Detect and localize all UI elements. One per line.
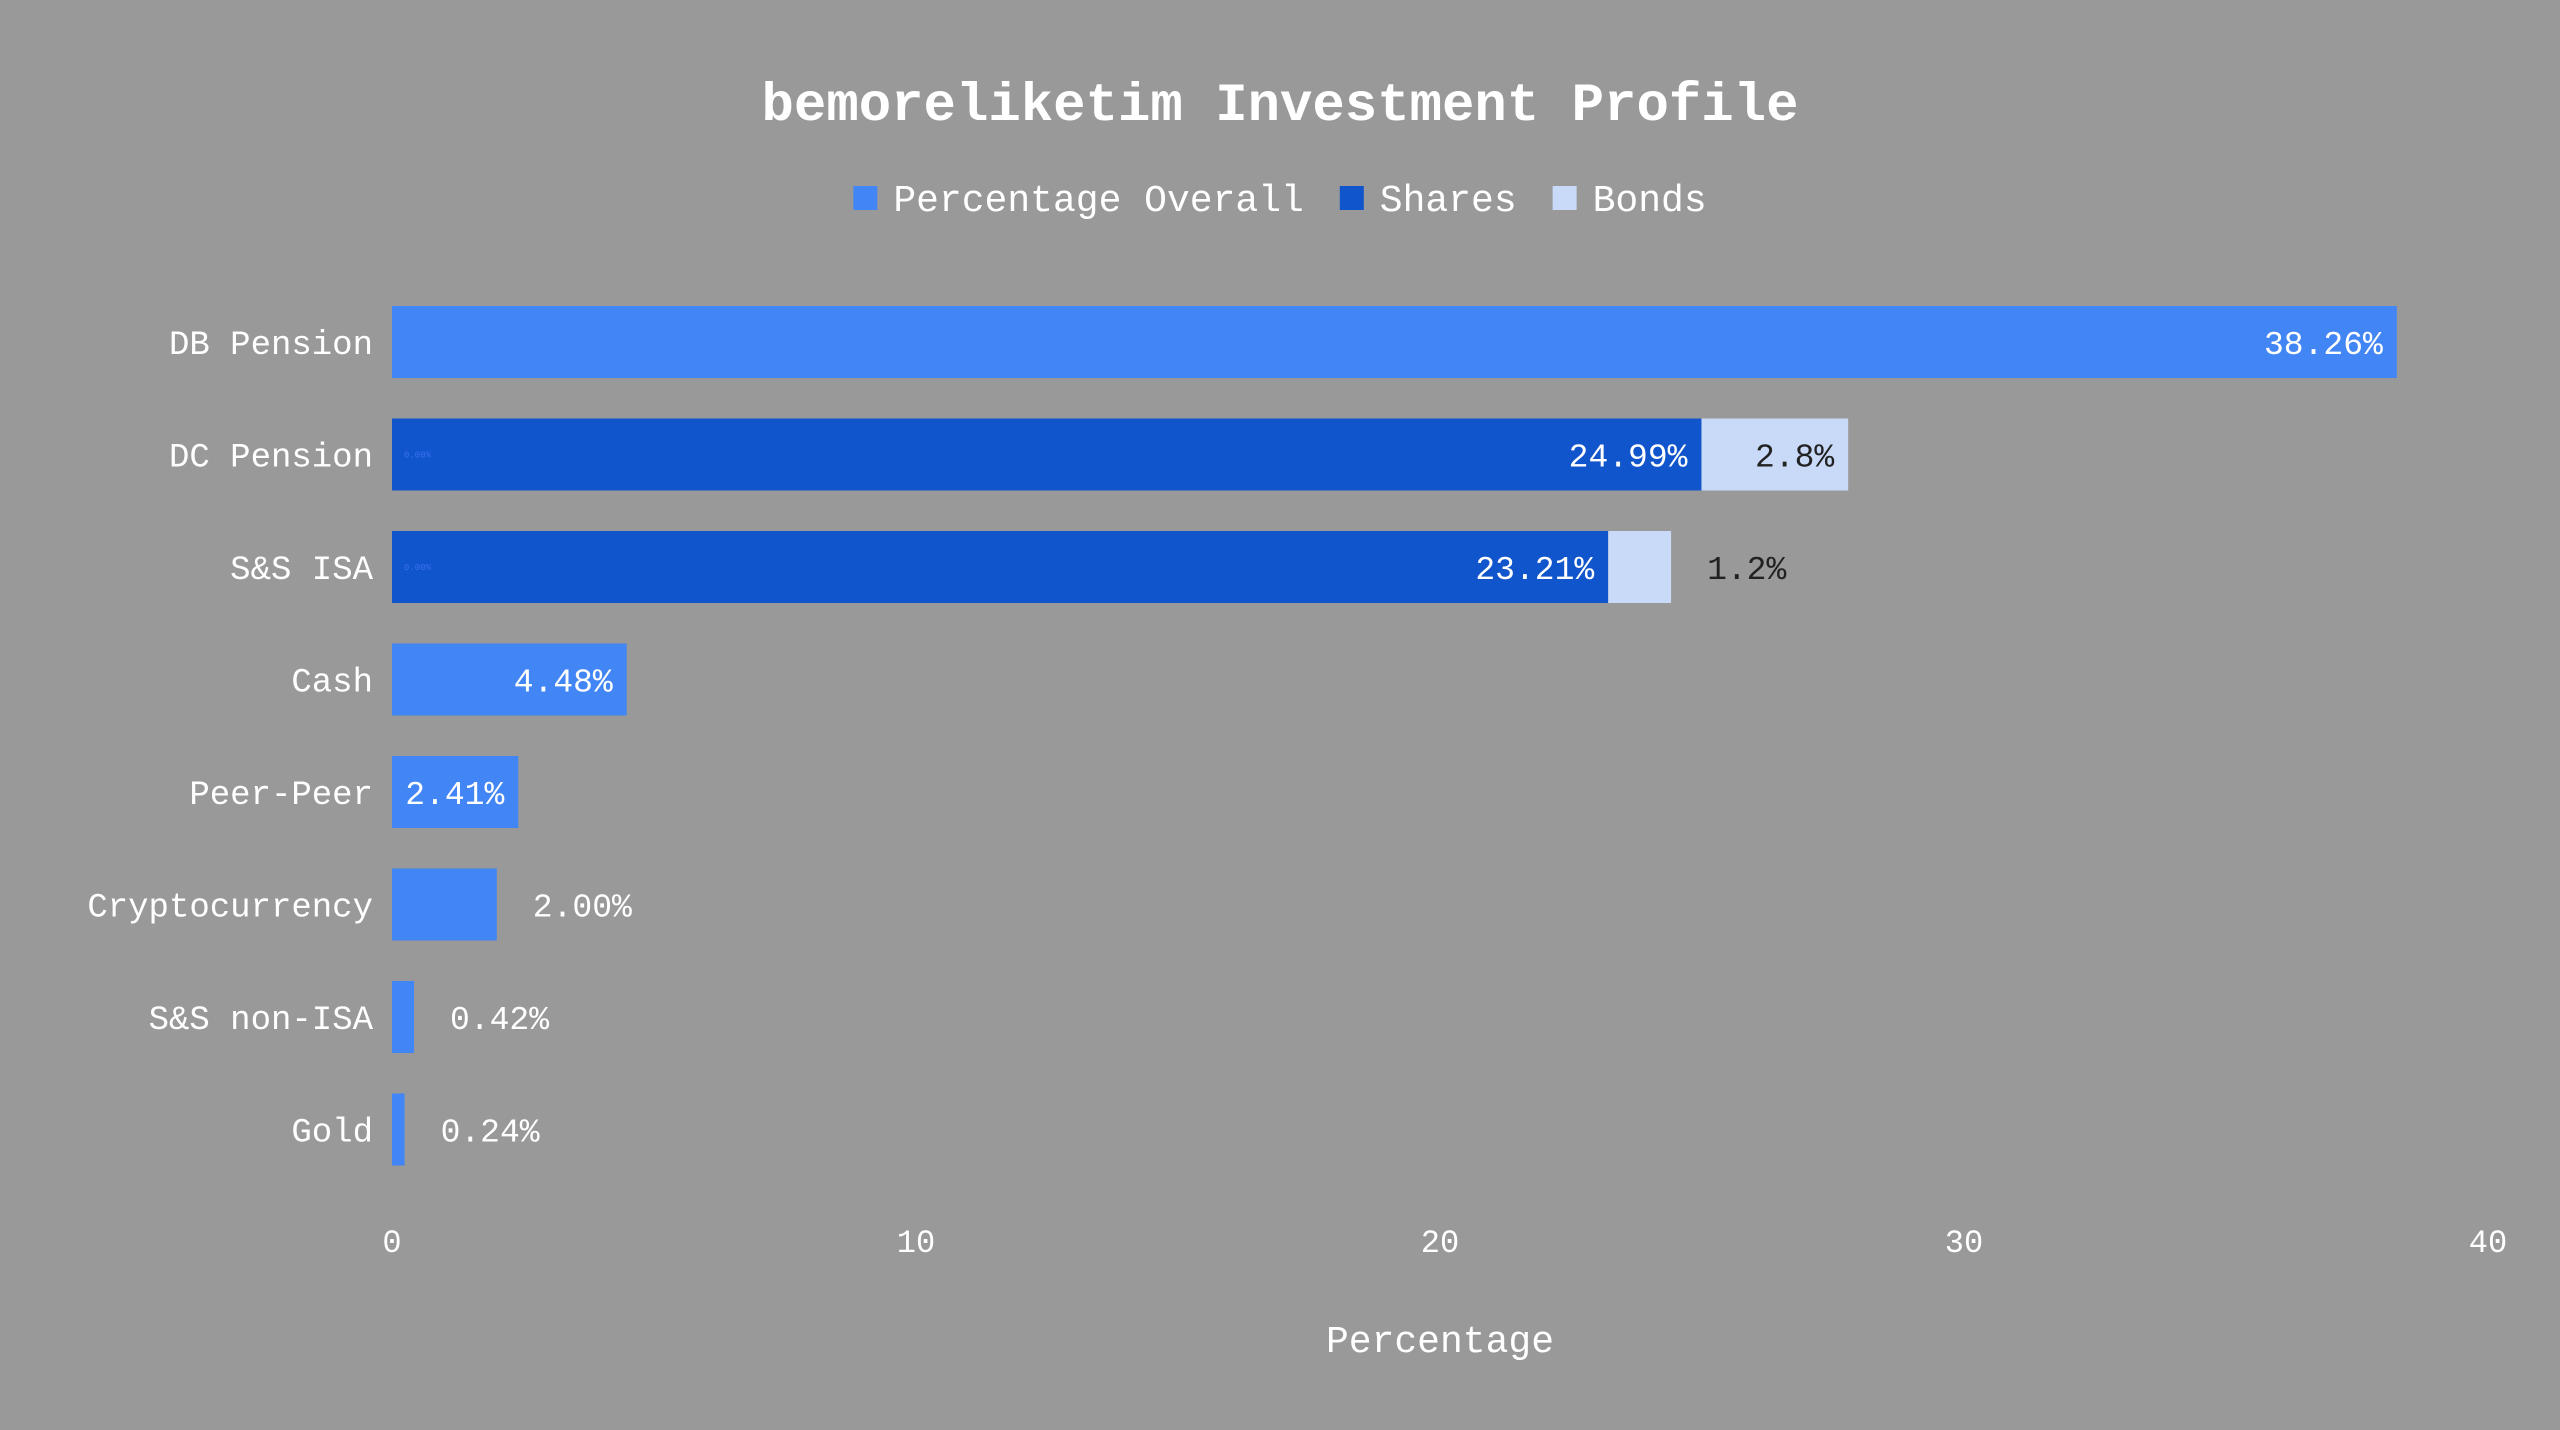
data-label: 2.41% [405, 777, 504, 814]
bar[interactable] [392, 981, 415, 1053]
category-label: Gold [291, 1115, 373, 1153]
data-label: 0.00% [404, 563, 432, 573]
bar[interactable] [392, 756, 519, 828]
x-tick-label: 20 [1421, 1225, 1459, 1262]
legend-swatch [1339, 186, 1364, 210]
bar[interactable] [392, 418, 1702, 491]
category-label: S&S non-ISA [149, 1002, 374, 1040]
bar[interactable] [392, 306, 2397, 378]
data-label: 0.24% [441, 1115, 540, 1152]
legend-label: Bonds [1593, 180, 1707, 223]
bar[interactable] [392, 643, 627, 716]
category-label: DC Pension [169, 440, 373, 478]
category-label: DB Pension [169, 327, 373, 365]
x-tick-label: 40 [2469, 1225, 2507, 1262]
legend-item[interactable]: Shares [1339, 180, 1517, 223]
data-label: 2.00% [533, 890, 632, 927]
category-labels: DB Pension DC Pension S&S ISA Cash Peer-Peer… [87, 327, 373, 1153]
legend-item[interactable]: Percentage Overall [853, 180, 1304, 223]
legend: Percentage Overall Shares Bonds [853, 180, 1707, 223]
data-label: 23.21% [1475, 552, 1594, 589]
bar[interactable] [392, 1093, 405, 1166]
x-tick-label: 10 [897, 1225, 935, 1262]
x-tick-label: 0 [382, 1225, 401, 1262]
data-label: 1.2% [1707, 552, 1786, 589]
data-label: 2.8% [1755, 440, 1834, 477]
data-label: 0.42% [450, 1002, 549, 1039]
legend-swatch [1552, 186, 1577, 210]
category-label: Cryptocurrency [87, 890, 373, 928]
legend-label: Percentage Overall [893, 180, 1303, 223]
data-label: 4.48% [514, 665, 613, 702]
legend-item[interactable]: Bonds [1552, 180, 1707, 223]
data-label: 0.00% [404, 451, 432, 461]
chart-title: bemoreliketim Investment Profile [762, 76, 1799, 137]
bars [392, 306, 2397, 1166]
x-tick-label: 30 [1945, 1225, 1983, 1262]
bar[interactable] [1608, 531, 1672, 603]
category-label: S&S ISA [230, 552, 373, 590]
bar[interactable] [1701, 418, 1849, 491]
bar[interactable] [392, 531, 1609, 603]
data-label: 38.26% [2264, 327, 2383, 364]
value-labels: 38.26% 0.00% 24.99% 2.8% 0.00% 23.21% 1.2% 4.48… [404, 327, 2383, 1152]
data-label: 24.99% [1569, 440, 1688, 477]
legend-swatch [853, 186, 878, 210]
bar[interactable] [392, 868, 497, 941]
x-axis-ticks: 0 10 20 30 40 [382, 1225, 2507, 1262]
x-axis-title: Percentage [1326, 1321, 1554, 1364]
category-label: Peer-Peer [189, 777, 373, 815]
legend-label: Shares [1380, 180, 1517, 223]
category-label: Cash [291, 665, 373, 703]
